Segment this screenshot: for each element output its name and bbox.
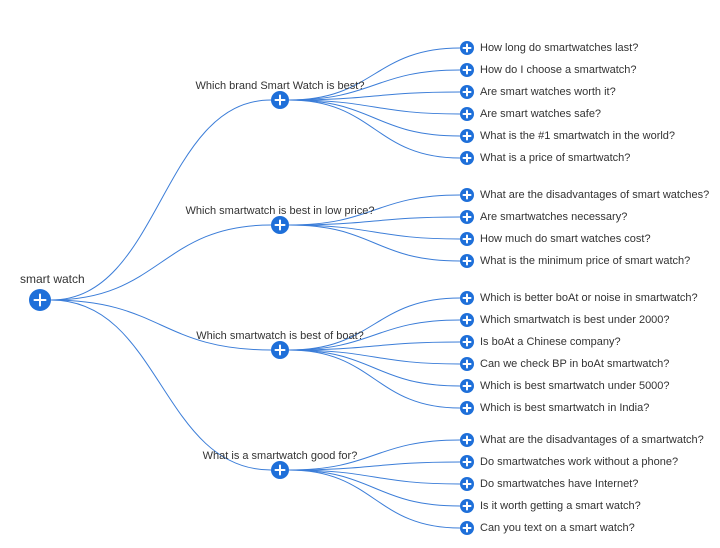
leaf-label: What is the #1 smartwatch in the world? bbox=[480, 130, 675, 142]
mindmap-canvas: smart watch Which brand Smart Watch is be… bbox=[0, 0, 720, 548]
leaf-label: What is a price of smartwatch? bbox=[480, 152, 630, 164]
branch-node[interactable] bbox=[271, 91, 289, 109]
leaf-label: Are smartwatches necessary? bbox=[480, 211, 627, 223]
leaf-label: Which is best smartwatch in India? bbox=[480, 402, 649, 414]
leaf-node[interactable] bbox=[460, 232, 474, 246]
leaf-node[interactable] bbox=[460, 63, 474, 77]
branch-label: What is a smartwatch good for? bbox=[203, 450, 358, 462]
leaf-node[interactable] bbox=[460, 107, 474, 121]
edge-root-mid bbox=[51, 100, 271, 300]
leaf-node[interactable] bbox=[460, 433, 474, 447]
leaf-node[interactable] bbox=[460, 357, 474, 371]
root-label: smart watch bbox=[20, 272, 85, 286]
leaf-label: How much do smart watches cost? bbox=[480, 233, 651, 245]
leaf-node[interactable] bbox=[460, 129, 474, 143]
edge-mid-leaf bbox=[289, 225, 460, 239]
branch-node[interactable] bbox=[271, 341, 289, 359]
edge-mid-leaf bbox=[289, 470, 460, 506]
leaf-node[interactable] bbox=[460, 313, 474, 327]
leaf-node[interactable] bbox=[460, 291, 474, 305]
leaf-label: What is the minimum price of smart watch… bbox=[480, 255, 690, 267]
leaf-node[interactable] bbox=[460, 85, 474, 99]
edge-mid-leaf bbox=[289, 100, 460, 136]
leaf-node[interactable] bbox=[460, 210, 474, 224]
leaf-label: Is boAt a Chinese company? bbox=[480, 336, 621, 348]
leaf-node[interactable] bbox=[460, 188, 474, 202]
leaf-label: Which is better boAt or noise in smartwa… bbox=[480, 292, 698, 304]
edge-mid-leaf bbox=[289, 350, 460, 408]
leaf-label: What are the disadvantages of smart watc… bbox=[480, 189, 709, 201]
leaf-node[interactable] bbox=[460, 401, 474, 415]
branch-label: Which brand Smart Watch is best? bbox=[196, 80, 365, 92]
branch-node[interactable] bbox=[271, 216, 289, 234]
leaf-label: Which is best smartwatch under 5000? bbox=[480, 380, 670, 392]
edge-mid-leaf bbox=[289, 350, 460, 386]
leaf-node[interactable] bbox=[460, 455, 474, 469]
branch-label: Which smartwatch is best in low price? bbox=[186, 205, 375, 217]
leaf-node[interactable] bbox=[460, 335, 474, 349]
leaf-label: Do smartwatches have Internet? bbox=[480, 478, 638, 490]
edge-mid-leaf bbox=[289, 225, 460, 261]
leaf-label: Do smartwatches work without a phone? bbox=[480, 456, 678, 468]
leaf-node[interactable] bbox=[460, 254, 474, 268]
edge-root-mid bbox=[51, 225, 271, 300]
leaf-node[interactable] bbox=[460, 521, 474, 535]
leaf-label: Which smartwatch is best under 2000? bbox=[480, 314, 670, 326]
leaf-label: Is it worth getting a smart watch? bbox=[480, 500, 641, 512]
leaf-node[interactable] bbox=[460, 477, 474, 491]
leaf-label: Are smart watches worth it? bbox=[480, 86, 616, 98]
branch-label: Which smartwatch is best of boat? bbox=[196, 330, 364, 342]
leaf-node[interactable] bbox=[460, 379, 474, 393]
leaf-label: Can you text on a smart watch? bbox=[480, 522, 635, 534]
leaf-label: How do I choose a smartwatch? bbox=[480, 64, 637, 76]
root-node[interactable] bbox=[29, 289, 51, 311]
leaf-node[interactable] bbox=[460, 41, 474, 55]
leaf-label: How long do smartwatches last? bbox=[480, 42, 638, 54]
leaf-label: Are smart watches safe? bbox=[480, 108, 601, 120]
edge-root-mid bbox=[51, 300, 271, 350]
leaf-node[interactable] bbox=[460, 151, 474, 165]
branch-node[interactable] bbox=[271, 461, 289, 479]
edge-mid-leaf bbox=[289, 100, 460, 158]
leaf-label: Can we check BP in boAt smartwatch? bbox=[480, 358, 669, 370]
edge-mid-leaf bbox=[289, 470, 460, 528]
leaf-node[interactable] bbox=[460, 499, 474, 513]
leaf-label: What are the disadvantages of a smartwat… bbox=[480, 434, 704, 446]
